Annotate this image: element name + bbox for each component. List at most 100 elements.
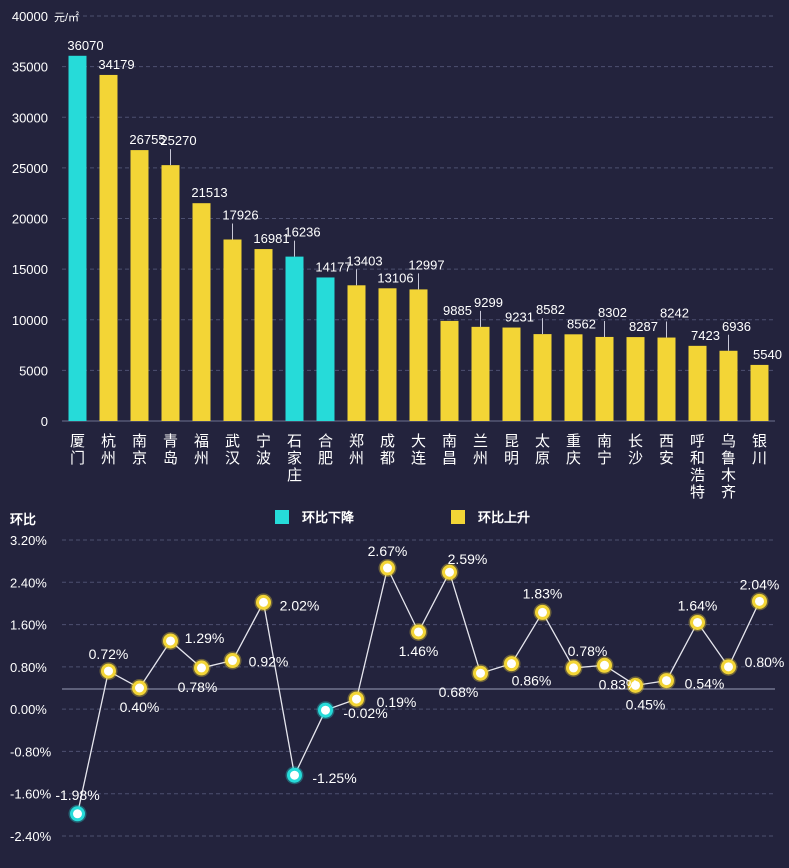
- line-point: [411, 624, 426, 640]
- bar-value-label: 8582: [536, 302, 565, 317]
- legend-swatch: [275, 510, 289, 524]
- bar-呼和浩特: [688, 345, 707, 421]
- line-point-label: 0.80%: [745, 654, 785, 670]
- line-point: [70, 806, 85, 822]
- line-y-axis: 环比 3.20% 2.40% 1.60% 0.80% 0.00% -0.80% -1.60% -…: [10, 512, 52, 844]
- bar-value-label: 7423: [691, 328, 720, 343]
- line-point: [659, 673, 674, 689]
- city-label: 呼和浩特: [690, 433, 705, 501]
- city-label: 合肥: [318, 433, 333, 467]
- line-point-label: 0.72%: [89, 646, 129, 662]
- line-point-label: 0.45%: [626, 696, 666, 712]
- line-point: [690, 614, 705, 630]
- line-point: [566, 660, 581, 676]
- legend: 环比下降 环比上升: [275, 510, 530, 525]
- bar-unit-label: 元/㎡: [54, 11, 79, 24]
- city-label: 南宁: [597, 433, 612, 467]
- bar-y-tick-label: 25000: [12, 161, 48, 176]
- bar-y-tick-label: 30000: [12, 110, 48, 125]
- line-point-label: 1.46%: [399, 643, 439, 659]
- bar-郑州: [347, 285, 366, 421]
- line-point-label: 2.59%: [448, 551, 488, 567]
- bar-value-label: 9231: [505, 310, 534, 325]
- city-label: 长沙: [628, 433, 643, 467]
- line-point-label: -1.98%: [55, 787, 99, 803]
- bar-昆明: [502, 327, 521, 421]
- legend-label: 环比上升: [478, 510, 530, 525]
- bar-value-label: 17926: [222, 207, 258, 222]
- city-label: 宁波: [256, 433, 271, 467]
- bar-长沙: [626, 337, 645, 421]
- line-point: [628, 677, 643, 693]
- line-point: [132, 680, 147, 696]
- bar-武汉: [223, 239, 242, 421]
- bar-y-tick-label: 20000: [12, 212, 48, 227]
- line-y-tick-label: 3.20%: [10, 533, 47, 548]
- line-y-tick-label: -0.80%: [10, 744, 52, 759]
- line-grid: [62, 539, 775, 837]
- line-point: [349, 691, 364, 707]
- line-point-label: 0.19%: [377, 694, 417, 710]
- bar-value-label: 12997: [408, 257, 444, 272]
- bar-value-label: 13106: [377, 270, 413, 285]
- bar-福州: [192, 203, 211, 421]
- city-label: 昆明: [504, 433, 519, 467]
- line-points: [68, 559, 769, 823]
- city-label: 厦门: [70, 433, 85, 467]
- line-point: [721, 659, 736, 675]
- city-label: 兰州: [473, 433, 488, 467]
- line-point: [256, 594, 271, 610]
- bar-value-label: 13403: [346, 253, 382, 268]
- bar-成都: [378, 288, 397, 421]
- bar-南宁: [595, 336, 614, 421]
- line-point: [287, 767, 302, 783]
- bar-value-label: 21513: [191, 185, 227, 200]
- bar-y-tick-label: 10000: [12, 313, 48, 328]
- city-label: 成都: [380, 433, 395, 467]
- bar-青岛: [161, 165, 180, 421]
- line-point: [473, 665, 488, 681]
- city-label: 福州: [194, 433, 209, 467]
- line-point-label: 1.64%: [678, 597, 718, 613]
- bar-value-label: 8562: [567, 316, 596, 331]
- line-y-tick-label: 0.00%: [10, 702, 47, 717]
- bar-太原: [533, 334, 552, 421]
- bar-value-label: 8287: [629, 319, 658, 334]
- city-label: 南京: [132, 433, 147, 467]
- line-y-tick-label: -2.40%: [10, 829, 52, 844]
- line-point-label: -0.02%: [343, 705, 387, 721]
- city-label: 西安: [659, 433, 674, 467]
- line-point-label: 1.29%: [185, 630, 225, 646]
- line-point-label: 0.86%: [512, 673, 552, 689]
- line-point-label: 0.83%: [599, 676, 639, 692]
- bar-value-label: 6936: [722, 319, 751, 334]
- line-point: [535, 604, 550, 620]
- line-point-label: 1.83%: [523, 585, 563, 601]
- city-label: 杭州: [101, 433, 116, 467]
- line-point: [101, 663, 116, 679]
- city-label: 大连: [411, 433, 426, 467]
- line-point: [597, 657, 612, 673]
- bar-value-label: 25270: [160, 133, 196, 148]
- line-y-tick-label: 2.40%: [10, 575, 47, 590]
- line-point: [194, 660, 209, 676]
- bar-厦门: [68, 55, 87, 421]
- bar-value-label: 8302: [598, 305, 627, 320]
- line-point-label: -1.25%: [312, 770, 356, 786]
- line-point: [442, 564, 457, 580]
- legend-label: 环比下降: [302, 510, 355, 525]
- line-point-label: 2.04%: [740, 576, 780, 592]
- bar-value-label: 16981: [253, 231, 289, 246]
- bar-value-label: 16236: [284, 225, 320, 240]
- bar-y-tick-label: 5000: [19, 363, 48, 378]
- bar-南昌: [440, 320, 459, 421]
- city-label: 武汉: [225, 433, 240, 467]
- line-point: [163, 633, 178, 649]
- bar-兰州: [471, 326, 490, 421]
- city-label: 南昌: [442, 433, 457, 467]
- line-y-tick-label: 0.80%: [10, 660, 47, 675]
- line-point: [752, 593, 767, 609]
- line-point: [318, 702, 333, 718]
- city-label: 青岛: [163, 433, 178, 467]
